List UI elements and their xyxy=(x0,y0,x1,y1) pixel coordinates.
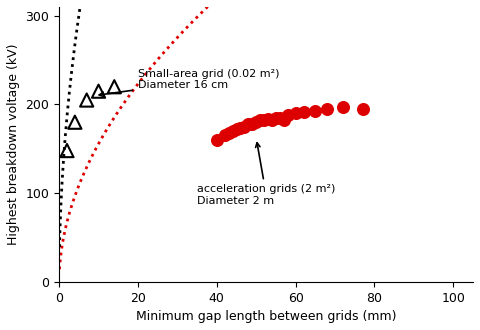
Point xyxy=(284,113,291,118)
Point xyxy=(324,106,331,112)
Point xyxy=(272,115,280,120)
Point xyxy=(339,105,347,110)
Point xyxy=(256,118,264,123)
Point xyxy=(260,118,268,123)
Point xyxy=(237,125,244,130)
Point xyxy=(280,117,288,122)
Point xyxy=(233,127,240,132)
Point xyxy=(110,84,118,89)
Text: Small-area grid (0.02 m²)
Diameter 16 cm: Small-area grid (0.02 m²) Diameter 16 cm xyxy=(99,69,279,97)
Point xyxy=(268,117,276,122)
Point xyxy=(95,88,102,94)
Point xyxy=(63,148,71,153)
Point xyxy=(276,115,284,120)
Point xyxy=(359,106,367,112)
Point xyxy=(83,97,91,103)
Point xyxy=(312,108,319,113)
X-axis label: Minimum gap length between grids (mm): Minimum gap length between grids (mm) xyxy=(136,310,396,323)
Point xyxy=(240,124,248,129)
Point xyxy=(244,121,252,127)
Point xyxy=(71,119,79,125)
Point xyxy=(300,109,307,114)
Y-axis label: Highest breakdown voltage (kV): Highest breakdown voltage (kV) xyxy=(7,44,20,245)
Point xyxy=(252,119,260,125)
Point xyxy=(221,133,228,138)
Text: acceleration grids (2 m²)
Diameter 2 m: acceleration grids (2 m²) Diameter 2 m xyxy=(197,143,336,206)
Point xyxy=(225,130,232,136)
Point xyxy=(229,128,237,134)
Point xyxy=(213,137,221,143)
Point xyxy=(249,121,256,127)
Point xyxy=(292,111,300,116)
Point xyxy=(264,116,272,121)
